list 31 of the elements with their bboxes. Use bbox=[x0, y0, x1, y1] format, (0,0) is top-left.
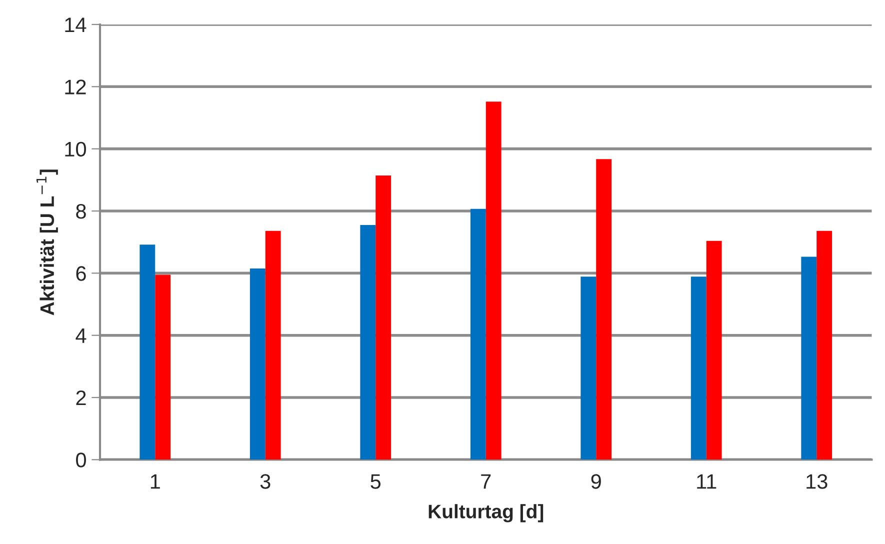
y-tick-label: 0 bbox=[76, 452, 86, 468]
x-tick-label: 7 bbox=[481, 474, 491, 489]
x-tick-label: 3 bbox=[260, 474, 270, 489]
bar bbox=[580, 276, 596, 460]
y-tick-label: 14 bbox=[65, 18, 86, 32]
y-tick-label: 8 bbox=[76, 204, 86, 219]
bar bbox=[376, 176, 392, 460]
bar bbox=[155, 274, 171, 460]
x-tick-label: 5 bbox=[370, 474, 381, 489]
y-tick-label: 2 bbox=[76, 390, 86, 406]
bar bbox=[690, 276, 706, 460]
x-tick-label: 9 bbox=[591, 474, 601, 489]
bar bbox=[706, 240, 722, 460]
bar bbox=[250, 268, 266, 460]
y-tick-label: 6 bbox=[76, 266, 86, 281]
bar bbox=[265, 230, 281, 460]
bar bbox=[140, 244, 156, 460]
bar bbox=[360, 224, 376, 460]
x-tick-label: 11 bbox=[697, 474, 716, 489]
x-axis-title: Kulturtag [d] bbox=[428, 504, 544, 522]
bar bbox=[596, 159, 612, 460]
bar bbox=[801, 256, 817, 460]
bar bbox=[816, 230, 832, 460]
x-tick-label: 13 bbox=[806, 474, 828, 489]
bar bbox=[486, 102, 502, 460]
y-tick-label: 10 bbox=[65, 142, 86, 157]
y-tick-label: 4 bbox=[76, 328, 86, 343]
y-axis-title: Aktivität [U L$^{−1}$] bbox=[36, 170, 58, 316]
bar bbox=[470, 208, 486, 460]
x-tick-label: 1 bbox=[150, 474, 160, 489]
y-tick-label: 12 bbox=[65, 80, 86, 94]
